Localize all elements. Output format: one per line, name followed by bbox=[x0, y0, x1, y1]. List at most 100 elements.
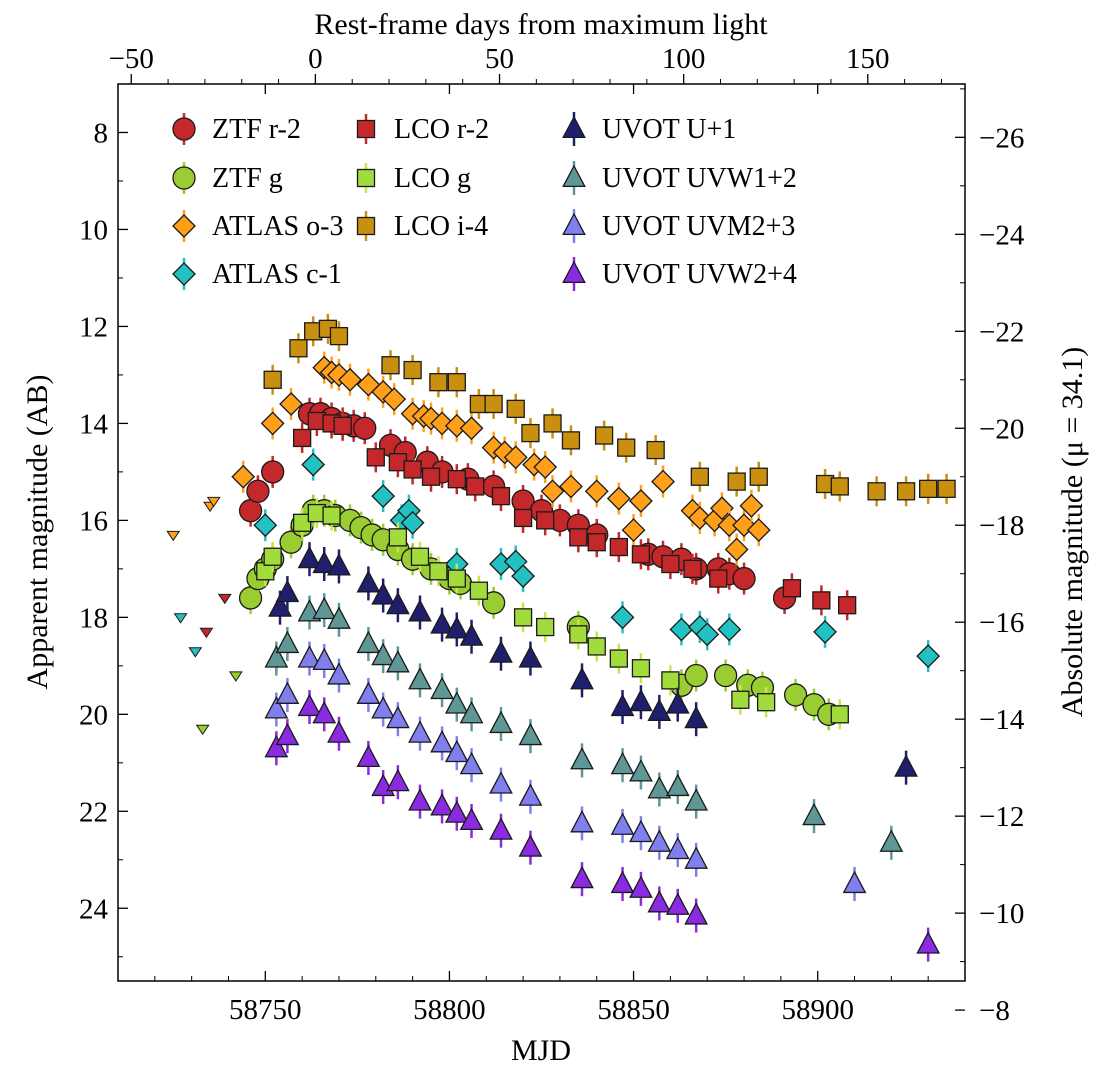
data-point bbox=[606, 486, 631, 511]
data-point bbox=[543, 414, 562, 433]
data-point bbox=[260, 411, 285, 436]
data-point bbox=[329, 326, 349, 346]
data-point bbox=[813, 619, 837, 644]
y-tick-label: 24 bbox=[79, 893, 109, 925]
legend-entry: LCO g bbox=[356, 163, 471, 194]
upper-limit-marker bbox=[228, 671, 243, 682]
data-point bbox=[400, 510, 425, 535]
legend-label: LCO i-4 bbox=[394, 211, 488, 242]
x-tick-label: 58850 bbox=[597, 994, 670, 1026]
data-point bbox=[353, 416, 377, 440]
right-tick-label: −10 bbox=[979, 898, 1024, 930]
data-point bbox=[297, 693, 322, 717]
right-tick-label: −20 bbox=[979, 413, 1024, 445]
data-point bbox=[896, 482, 916, 501]
data-point bbox=[894, 754, 918, 777]
data-point bbox=[713, 663, 738, 688]
y-tick-label: 18 bbox=[79, 602, 108, 634]
upper-limit-marker bbox=[188, 647, 203, 658]
upper-limit-group bbox=[173, 613, 203, 658]
data-point bbox=[484, 394, 503, 414]
data-point bbox=[724, 537, 749, 562]
data-point bbox=[371, 484, 396, 509]
data-point bbox=[466, 477, 485, 496]
data-point bbox=[610, 693, 635, 717]
data-point bbox=[356, 744, 381, 768]
data-point bbox=[447, 470, 466, 489]
legend-entry: ZTF g bbox=[172, 162, 283, 194]
data-point bbox=[570, 810, 594, 833]
data-point bbox=[665, 892, 690, 915]
legend-marker bbox=[172, 214, 196, 238]
data-point bbox=[503, 445, 528, 470]
series-uvot-uvw2-4 bbox=[264, 690, 941, 962]
data-point bbox=[594, 426, 614, 445]
upper-limit-group bbox=[195, 671, 243, 736]
upper-limit-marker bbox=[173, 613, 188, 624]
data-point bbox=[802, 802, 826, 826]
data-point bbox=[489, 817, 513, 840]
data-point bbox=[459, 623, 484, 646]
right-tick-label: −8 bbox=[979, 995, 1010, 1027]
legend-marker bbox=[172, 262, 196, 286]
data-point bbox=[684, 788, 709, 811]
data-point bbox=[584, 479, 609, 504]
data-point bbox=[536, 617, 555, 637]
legend-label: UVOT UVW1+2 bbox=[602, 163, 797, 194]
top-tick-label: 0 bbox=[308, 43, 323, 75]
y-tick-label: 8 bbox=[94, 117, 109, 149]
upper-limit-marker bbox=[217, 593, 232, 605]
data-point bbox=[408, 720, 432, 743]
data-layer bbox=[166, 313, 956, 962]
data-point bbox=[518, 645, 543, 668]
legend-label: UVOT U+1 bbox=[602, 114, 736, 145]
top-tick-label: 50 bbox=[485, 43, 514, 75]
data-point bbox=[231, 464, 256, 489]
data-point bbox=[569, 625, 588, 644]
series-uvot-uvm2-3 bbox=[264, 641, 867, 902]
data-point bbox=[709, 569, 728, 588]
upper-limit-marker bbox=[199, 627, 214, 639]
data-point bbox=[385, 650, 410, 673]
data-point bbox=[518, 834, 543, 857]
data-point bbox=[447, 373, 466, 392]
data-point bbox=[684, 846, 709, 869]
data-point bbox=[371, 642, 396, 666]
series-uvot-uvw1-2 bbox=[264, 593, 904, 860]
data-point bbox=[830, 705, 849, 724]
data-point bbox=[481, 591, 506, 615]
plot-frame bbox=[117, 83, 966, 982]
data-point bbox=[647, 829, 672, 852]
data-point bbox=[385, 591, 410, 615]
data-point bbox=[749, 467, 768, 486]
data-point bbox=[297, 645, 322, 668]
data-point bbox=[695, 622, 720, 647]
data-point bbox=[610, 751, 635, 775]
data-point bbox=[408, 788, 432, 811]
data-point bbox=[444, 800, 469, 823]
data-point bbox=[665, 691, 690, 714]
data-point bbox=[569, 528, 588, 547]
y-tick-label: 14 bbox=[79, 408, 109, 440]
data-point bbox=[246, 479, 270, 503]
data-point bbox=[629, 759, 653, 782]
data-point bbox=[782, 579, 802, 598]
data-point bbox=[587, 637, 606, 656]
data-point bbox=[812, 591, 831, 610]
right-tick-label: −12 bbox=[979, 801, 1024, 833]
data-point bbox=[916, 644, 941, 669]
legend-label: UVOT UVW2+4 bbox=[602, 259, 797, 290]
data-point bbox=[430, 411, 454, 436]
legend-marker bbox=[562, 115, 586, 139]
legend-label: UVOT UVM2+3 bbox=[602, 211, 795, 242]
data-point bbox=[312, 596, 337, 620]
data-point bbox=[444, 691, 469, 714]
data-point bbox=[444, 616, 469, 639]
series-uvot-u-1 bbox=[268, 542, 918, 785]
data-point bbox=[275, 630, 300, 654]
data-point bbox=[279, 392, 304, 416]
data-point bbox=[264, 645, 289, 668]
data-point bbox=[621, 518, 646, 542]
